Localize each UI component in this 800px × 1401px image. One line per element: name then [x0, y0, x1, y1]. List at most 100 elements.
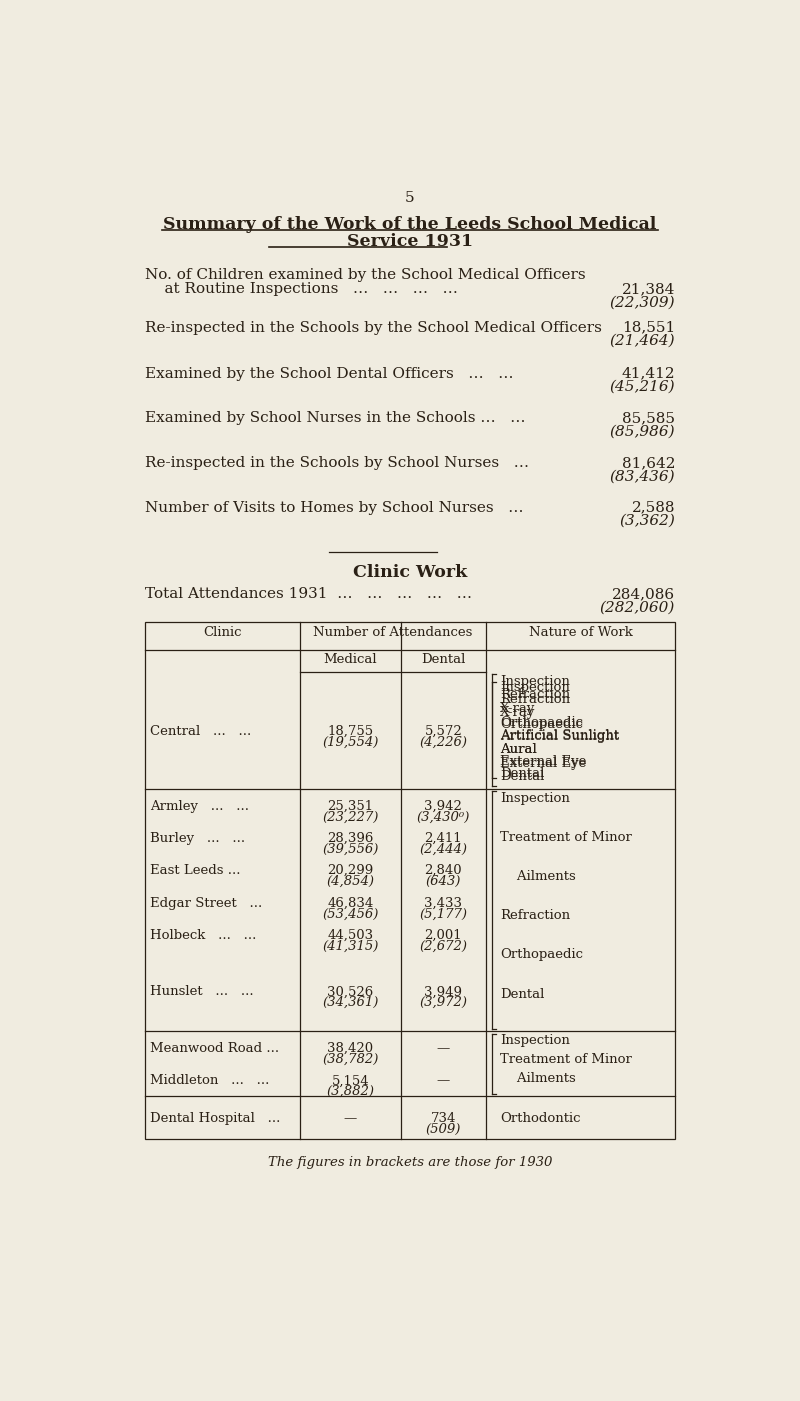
Text: 25,351: 25,351 [327, 800, 374, 813]
Text: 3,433: 3,433 [424, 897, 462, 909]
Text: Inspection: Inspection [500, 681, 570, 693]
Text: Dental Hospital   ...: Dental Hospital ... [150, 1112, 280, 1125]
Text: (53,456): (53,456) [322, 908, 378, 920]
Text: Central   ...   ...: Central ... ... [150, 724, 251, 738]
Text: 284,086: 284,086 [612, 587, 675, 601]
Text: 38,420: 38,420 [327, 1042, 374, 1055]
Text: Total Attendances 1931  …   …   …   …   …: Total Attendances 1931 … … … … … [145, 587, 472, 601]
Text: (21,464): (21,464) [610, 333, 675, 347]
Text: (2,672): (2,672) [419, 940, 467, 953]
Text: Dental: Dental [500, 768, 544, 780]
Text: 20,299: 20,299 [327, 864, 374, 877]
Text: Service 1931: Service 1931 [347, 233, 473, 249]
Text: at Routine Inspections   …   …   …   …: at Routine Inspections … … … … [145, 282, 458, 296]
Text: 46,834: 46,834 [327, 897, 374, 909]
Text: External Eye: External Eye [500, 755, 586, 768]
Text: 81,642: 81,642 [622, 457, 675, 471]
Text: (38,782): (38,782) [322, 1052, 378, 1066]
Text: Summary of the Work of the Leeds School Medical: Summary of the Work of the Leeds School … [163, 216, 657, 233]
Text: Treatment of Minor: Treatment of Minor [500, 1054, 632, 1066]
Text: (643): (643) [426, 876, 461, 888]
Text: Clinic: Clinic [203, 625, 242, 639]
Text: Artificial Sunlight: Artificial Sunlight [500, 730, 619, 743]
Text: 5: 5 [405, 191, 415, 205]
Text: 2,588: 2,588 [631, 500, 675, 514]
Text: X-ray: X-ray [500, 706, 535, 719]
Text: 2,411: 2,411 [425, 832, 462, 845]
Text: 5,154: 5,154 [331, 1075, 369, 1087]
Text: Ailments: Ailments [500, 870, 576, 883]
Text: Refraction: Refraction [500, 909, 570, 922]
Text: External Eye: External Eye [500, 757, 586, 769]
Text: X-ray: X-ray [500, 702, 535, 715]
Text: (85,986): (85,986) [610, 425, 675, 439]
Text: Middleton   ...   ...: Middleton ... ... [150, 1075, 269, 1087]
Text: Aural: Aural [500, 743, 537, 757]
Text: (23,227): (23,227) [322, 810, 378, 824]
Text: Meanwood Road ...: Meanwood Road ... [150, 1042, 278, 1055]
Text: (83,436): (83,436) [610, 469, 675, 483]
Text: (19,554): (19,554) [322, 736, 378, 748]
Text: (34,361): (34,361) [322, 996, 378, 1009]
Text: (3,972): (3,972) [419, 996, 467, 1009]
Text: —: — [437, 1042, 450, 1055]
Text: 3,942: 3,942 [424, 800, 462, 813]
Text: Holbeck   ...   ...: Holbeck ... ... [150, 929, 256, 941]
Text: Examined by the School Dental Officers   …   …: Examined by the School Dental Officers …… [145, 367, 514, 381]
Text: Re-inspected in the Schools by School Nurses   …: Re-inspected in the Schools by School Nu… [145, 457, 529, 471]
Text: No. of Children examined by the School Medical Officers: No. of Children examined by the School M… [145, 268, 586, 282]
Text: (45,216): (45,216) [610, 380, 675, 394]
Text: 21,384: 21,384 [622, 282, 675, 296]
Text: (3,430⁰): (3,430⁰) [417, 810, 470, 824]
Text: 18,755: 18,755 [327, 724, 374, 738]
Text: (509): (509) [426, 1124, 461, 1136]
Text: Clinic Work: Clinic Work [353, 563, 467, 581]
Text: 18,551: 18,551 [622, 321, 675, 335]
Text: 3,949: 3,949 [424, 985, 462, 999]
Text: —: — [344, 1112, 357, 1125]
Text: 2,840: 2,840 [425, 864, 462, 877]
Text: Inspection: Inspection [500, 1034, 570, 1048]
Text: Refraction: Refraction [500, 688, 570, 702]
Bar [145, 622, 675, 1139]
Text: Ailments: Ailments [500, 1072, 576, 1086]
Text: Re-inspected in the Schools by the School Medical Officers: Re-inspected in the Schools by the Schoo… [145, 321, 602, 335]
Text: Burley   ...   ...: Burley ... ... [150, 832, 245, 845]
Text: (4,226): (4,226) [419, 736, 467, 748]
Text: —: — [437, 1075, 450, 1087]
Text: Medical: Medical [323, 653, 377, 667]
Text: (4,854): (4,854) [326, 876, 374, 888]
Text: Artificial Sunlight: Artificial Sunlight [500, 730, 619, 743]
Text: (39,556): (39,556) [322, 842, 378, 856]
Text: Orthopaedic: Orthopaedic [500, 717, 583, 731]
Text: Treatment of Minor: Treatment of Minor [500, 831, 632, 843]
Text: Dental: Dental [421, 653, 466, 667]
Text: Number of Attendances: Number of Attendances [314, 625, 473, 639]
Text: Dental: Dental [500, 988, 544, 1000]
Text: Orthopaedic: Orthopaedic [500, 716, 583, 729]
Text: Orthopaedic: Orthopaedic [500, 948, 583, 961]
Text: 44,503: 44,503 [327, 929, 374, 941]
Text: Edgar Street   ...: Edgar Street ... [150, 897, 262, 909]
Text: Inspection: Inspection [500, 792, 570, 804]
Text: Refraction: Refraction [500, 693, 570, 706]
Text: (282,060): (282,060) [600, 601, 675, 615]
Text: Inspection: Inspection [500, 675, 570, 688]
Text: 85,585: 85,585 [622, 412, 675, 426]
Text: East Leeds ...: East Leeds ... [150, 864, 240, 877]
Text: Orthodontic: Orthodontic [500, 1112, 581, 1125]
Text: Examined by School Nurses in the Schools …   …: Examined by School Nurses in the Schools… [145, 412, 526, 426]
Text: 734: 734 [430, 1112, 456, 1125]
Text: 30,526: 30,526 [327, 985, 374, 999]
Text: Nature of Work: Nature of Work [529, 625, 633, 639]
Text: Hunslet   ...   ...: Hunslet ... ... [150, 985, 254, 999]
Text: (22,309): (22,309) [610, 296, 675, 310]
Text: Number of Visits to Homes by School Nurses   …: Number of Visits to Homes by School Nurs… [145, 500, 523, 514]
Text: Armley   ...   ...: Armley ... ... [150, 800, 249, 813]
Text: 28,396: 28,396 [327, 832, 374, 845]
Text: (41,315): (41,315) [322, 940, 378, 953]
Text: 2,001: 2,001 [425, 929, 462, 941]
Text: (2,444): (2,444) [419, 842, 467, 856]
Text: 41,412: 41,412 [622, 367, 675, 381]
Text: Dental: Dental [500, 771, 544, 783]
